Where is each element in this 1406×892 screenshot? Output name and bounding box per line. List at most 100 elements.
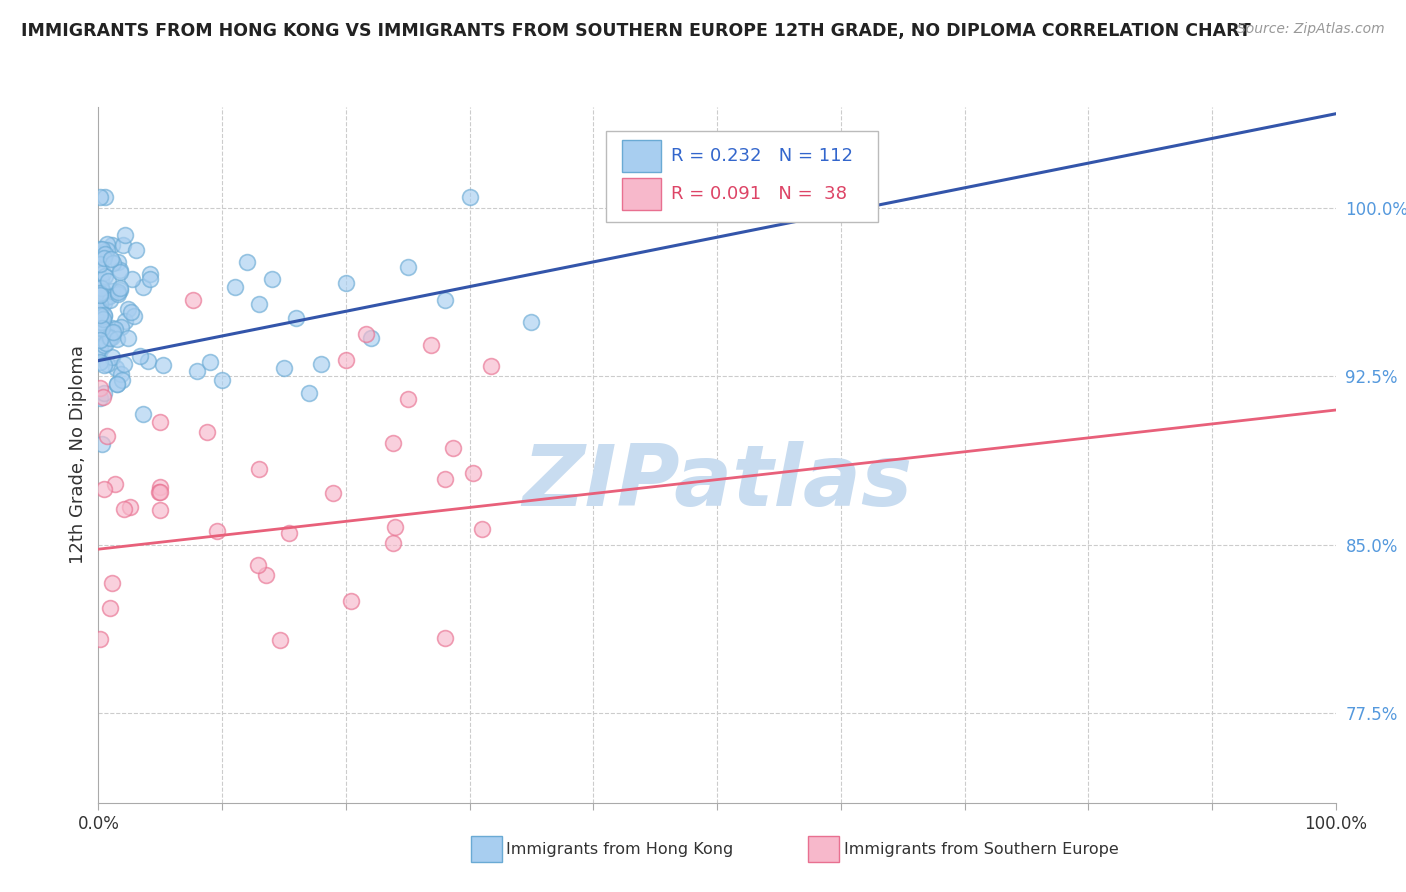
Point — [224, 279, 246, 293]
Point — [520, 315, 543, 329]
Point — [419, 338, 441, 352]
Point — [120, 500, 142, 514]
Point — [335, 353, 357, 368]
Point — [396, 260, 419, 274]
Text: Immigrants from Hong Kong: Immigrants from Hong Kong — [506, 842, 734, 856]
Text: Source: ZipAtlas.com: Source: ZipAtlas.com — [1237, 22, 1385, 37]
Point — [94, 268, 117, 283]
Point — [110, 262, 132, 277]
Point — [89, 288, 111, 302]
Point — [458, 190, 481, 204]
Point — [111, 373, 134, 387]
Point — [90, 280, 112, 294]
Text: ZIPatlas: ZIPatlas — [522, 442, 912, 524]
Point — [98, 601, 121, 615]
Point — [89, 286, 111, 301]
Point — [93, 482, 115, 496]
Point — [90, 310, 112, 325]
Point — [112, 501, 135, 516]
Point — [89, 321, 111, 335]
Point — [89, 355, 111, 369]
Point — [148, 484, 170, 499]
Point — [479, 359, 502, 374]
Point — [91, 325, 114, 339]
Point — [112, 358, 135, 372]
Point — [111, 238, 134, 252]
Point — [110, 367, 132, 381]
Point — [93, 296, 115, 310]
Point — [93, 309, 115, 323]
Point — [117, 302, 139, 317]
Point — [90, 437, 112, 451]
Point — [195, 425, 218, 440]
Point — [107, 254, 129, 268]
Point — [138, 354, 160, 368]
Text: R = 0.232   N = 112: R = 0.232 N = 112 — [671, 147, 853, 165]
Point — [91, 285, 114, 300]
Point — [471, 522, 494, 536]
Point — [89, 341, 111, 355]
Point — [89, 381, 111, 395]
Point — [100, 252, 122, 266]
Point — [181, 293, 204, 308]
Point — [96, 357, 118, 371]
Point — [104, 476, 127, 491]
Point — [91, 390, 114, 404]
Point — [149, 485, 172, 500]
Point — [90, 321, 112, 335]
Point — [354, 327, 377, 342]
Point — [89, 391, 111, 405]
Text: Immigrants from Southern Europe: Immigrants from Southern Europe — [844, 842, 1118, 856]
Point — [396, 392, 419, 407]
Point — [198, 354, 221, 368]
Point — [149, 415, 172, 429]
Point — [434, 632, 457, 646]
Point — [93, 292, 115, 306]
Point — [107, 285, 129, 300]
Point — [105, 376, 128, 391]
Point — [101, 320, 124, 334]
Point — [461, 466, 484, 480]
Point — [93, 318, 115, 333]
Point — [131, 407, 153, 421]
Point — [89, 256, 111, 270]
Point — [121, 272, 143, 286]
FancyBboxPatch shape — [808, 837, 839, 862]
FancyBboxPatch shape — [471, 837, 502, 862]
Point — [205, 524, 228, 538]
Point — [89, 343, 111, 357]
Point — [149, 503, 172, 517]
Point — [98, 330, 121, 344]
Point — [98, 330, 121, 344]
Point — [101, 576, 124, 591]
Point — [132, 280, 155, 294]
Point — [93, 359, 115, 373]
Point — [298, 386, 321, 401]
Point — [114, 227, 136, 242]
Point — [89, 632, 111, 646]
Point — [384, 520, 406, 534]
Point — [139, 267, 162, 281]
Point — [152, 358, 174, 372]
Text: R = 0.091   N =  38: R = 0.091 N = 38 — [671, 185, 848, 203]
Point — [90, 247, 112, 261]
Point — [98, 293, 121, 307]
FancyBboxPatch shape — [621, 140, 661, 172]
Point — [110, 281, 132, 295]
Point — [91, 311, 114, 326]
Point — [117, 331, 139, 345]
Point — [247, 297, 270, 311]
Point — [94, 247, 117, 261]
Point — [90, 243, 112, 257]
Point — [110, 283, 132, 297]
Point — [93, 386, 115, 401]
Point — [91, 266, 114, 280]
Point — [211, 373, 233, 387]
Point — [90, 291, 112, 305]
Point — [125, 243, 148, 257]
Point — [101, 325, 124, 339]
Point — [108, 265, 131, 279]
Point — [322, 485, 344, 500]
Point — [122, 309, 145, 323]
Point — [254, 568, 277, 582]
